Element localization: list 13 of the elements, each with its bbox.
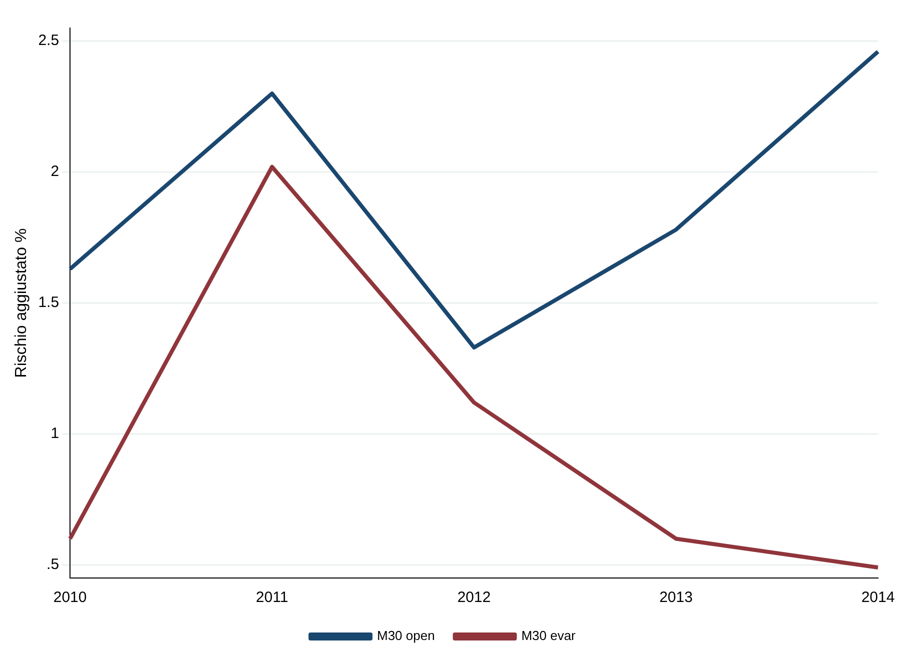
y-tick-label: 1.5 <box>38 294 60 312</box>
y-tick-label: .5 <box>46 556 60 574</box>
y-tick-label: 1 <box>50 425 60 442</box>
y-tick-label: 2.5 <box>38 32 60 50</box>
x-tick-label: 2013 <box>659 589 693 606</box>
legend-label: M30 open <box>376 628 435 644</box>
legend-label: M30 evar <box>521 628 576 644</box>
x-tick-label: 2011 <box>256 589 288 606</box>
y-tick-label: 2 <box>50 163 60 180</box>
x-tick-label: 2012 <box>457 589 491 606</box>
y-axis-title: Rischio aggiustato % <box>13 228 30 378</box>
x-tick-label: 2014 <box>861 589 895 606</box>
x-tick-label: 2010 <box>53 589 87 606</box>
